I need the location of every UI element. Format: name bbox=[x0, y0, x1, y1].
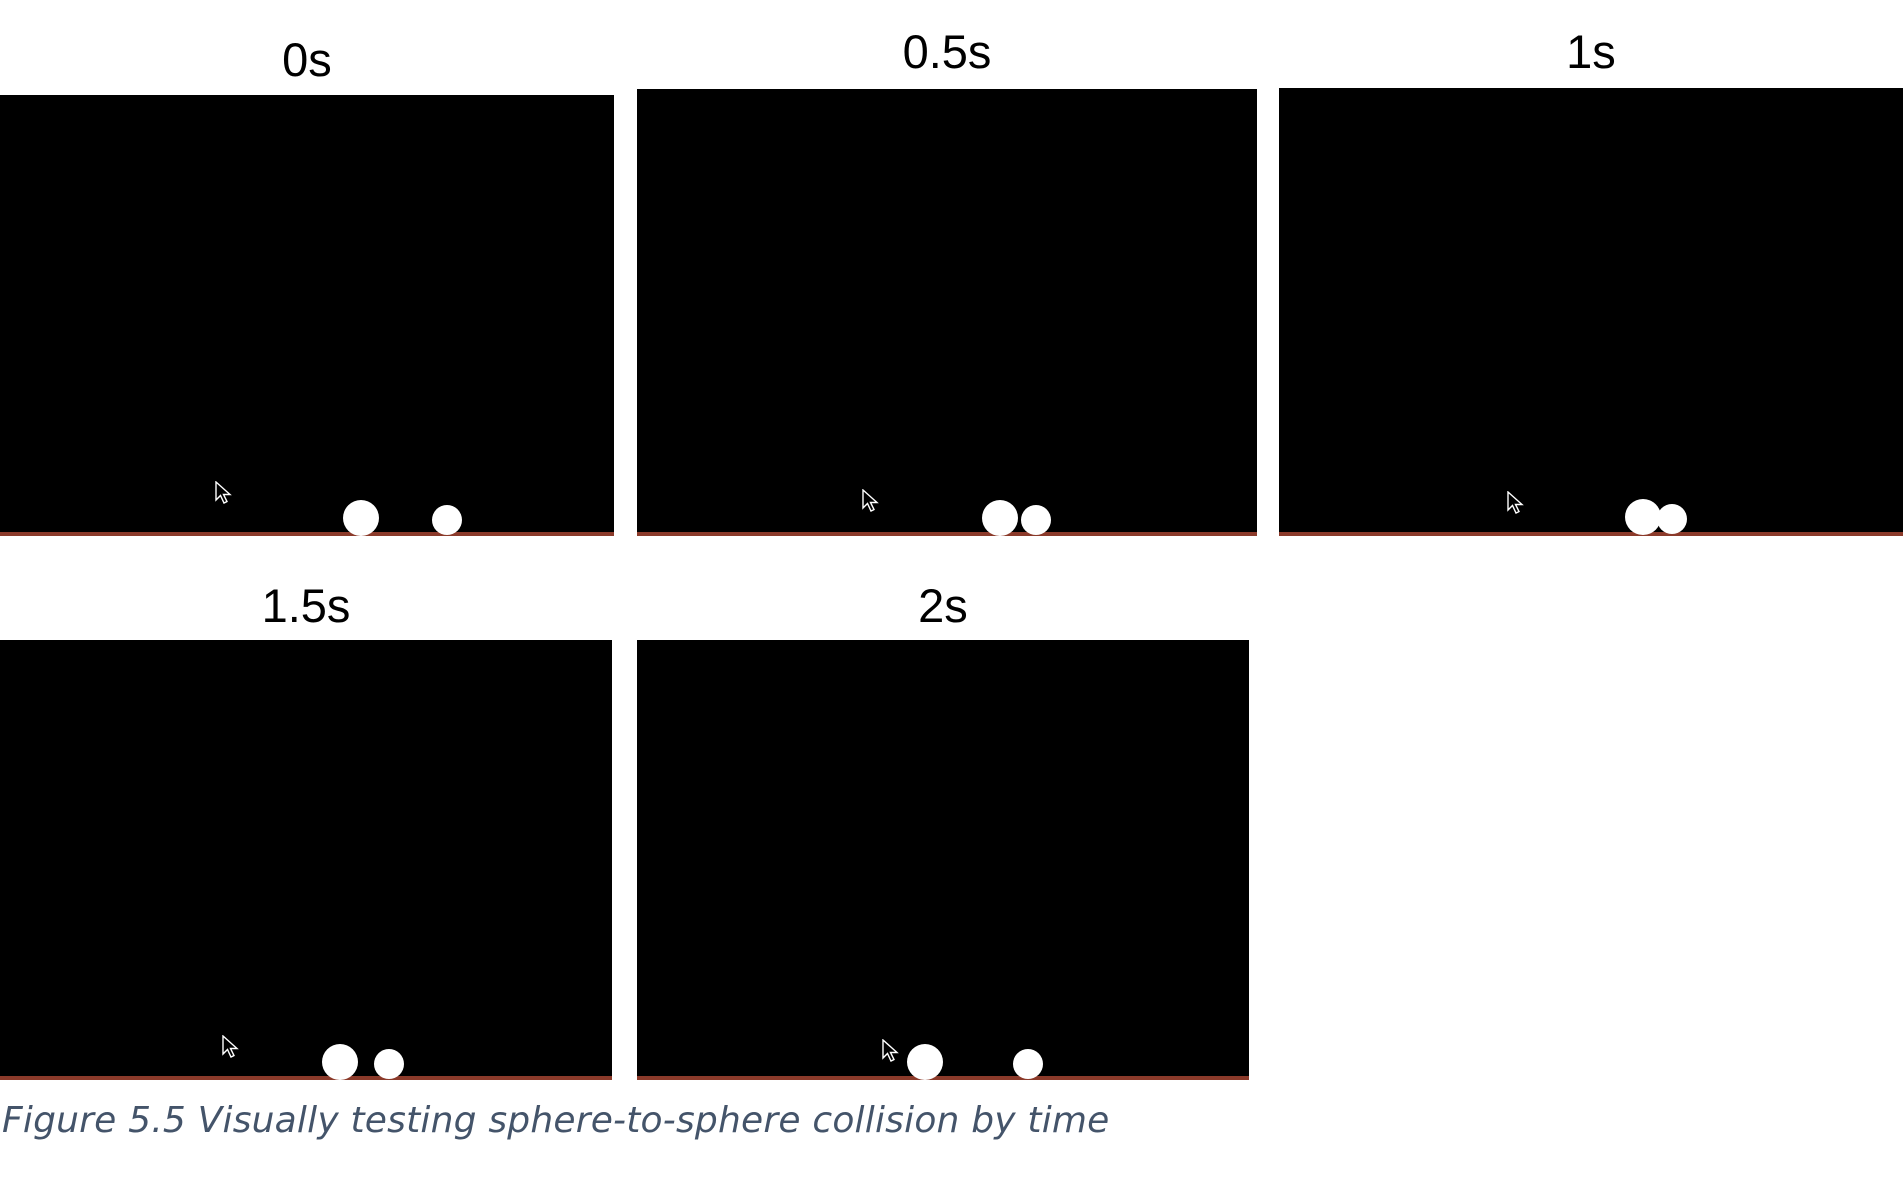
frame-0s: 0s bbox=[0, 30, 614, 536]
frame-label: 0.5s bbox=[902, 25, 992, 78]
small-sphere bbox=[1657, 504, 1687, 534]
frame-1-5s: 1.5s bbox=[0, 576, 612, 1080]
frame-label: 2s bbox=[918, 579, 968, 632]
small-sphere bbox=[1021, 505, 1051, 535]
mouse-pointer-icon bbox=[1507, 491, 1524, 514]
simulation-view bbox=[0, 640, 612, 1080]
mouse-pointer-icon bbox=[862, 489, 879, 512]
large-sphere bbox=[982, 500, 1018, 536]
large-sphere bbox=[907, 1044, 943, 1080]
small-sphere bbox=[374, 1049, 404, 1079]
small-sphere bbox=[1013, 1049, 1043, 1079]
large-sphere bbox=[322, 1044, 358, 1080]
frame-0-5s: 0.5s bbox=[637, 24, 1257, 536]
mouse-pointer-icon bbox=[215, 481, 232, 504]
large-sphere bbox=[1625, 499, 1661, 535]
small-sphere bbox=[432, 505, 462, 535]
frame-1s: 1s bbox=[1279, 24, 1903, 536]
mouse-pointer-icon bbox=[882, 1039, 899, 1062]
simulation-view bbox=[1279, 88, 1903, 536]
simulation-view bbox=[0, 95, 614, 536]
frame-2s: 2s bbox=[637, 576, 1249, 1080]
figure-caption: Figure 5.5 Visually testing sphere-to-sp… bbox=[2, 1100, 1110, 1141]
large-sphere bbox=[343, 500, 379, 536]
simulation-view bbox=[637, 89, 1257, 536]
simulation-view bbox=[637, 640, 1249, 1080]
mouse-pointer-icon bbox=[222, 1035, 239, 1058]
frame-label: 1s bbox=[1566, 25, 1616, 78]
frame-label: 0s bbox=[282, 33, 332, 86]
frame-label: 1.5s bbox=[261, 579, 351, 632]
